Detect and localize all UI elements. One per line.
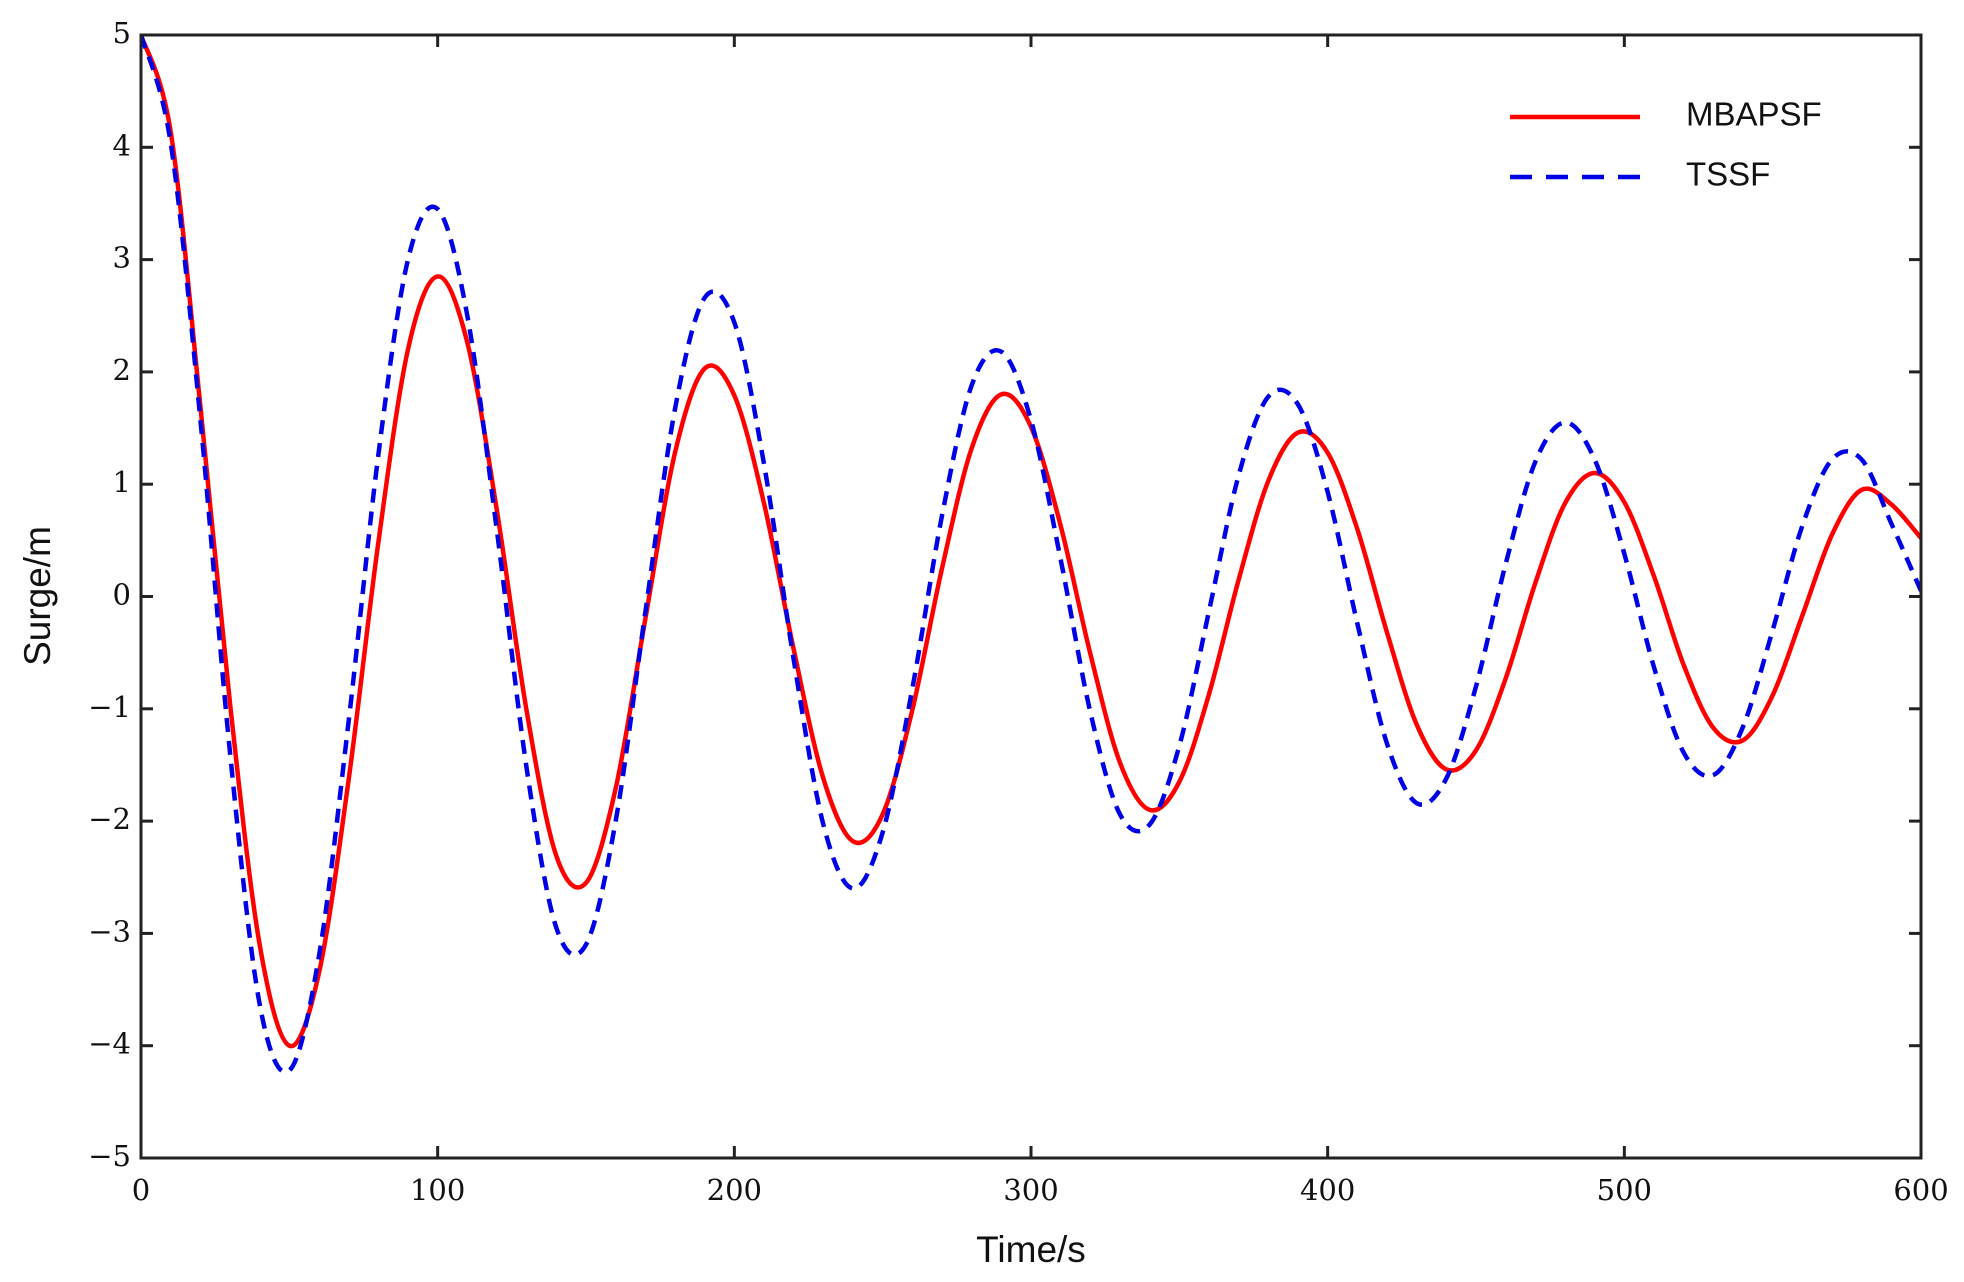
y-tick-label: −4 bbox=[88, 1027, 131, 1061]
x-tick-label: 0 bbox=[132, 1173, 150, 1207]
x-tick-label: 100 bbox=[410, 1173, 465, 1207]
y-tick-label: 3 bbox=[113, 241, 131, 275]
x-tick-label: 200 bbox=[707, 1173, 762, 1207]
series-line bbox=[141, 35, 1921, 1075]
x-tick-label: 500 bbox=[1597, 1173, 1652, 1207]
y-tick-label: 1 bbox=[113, 465, 131, 499]
y-tick-label: −2 bbox=[88, 802, 131, 836]
y-tick-label: −5 bbox=[88, 1139, 131, 1173]
y-axis-label: Surge/m bbox=[17, 526, 58, 666]
plot-frame bbox=[139, 33, 1923, 1160]
legend-label: TSSF bbox=[1686, 156, 1770, 193]
y-tick-label: −1 bbox=[88, 690, 131, 724]
y-tick-label: −3 bbox=[88, 914, 131, 948]
x-tick-label: 300 bbox=[1003, 1173, 1058, 1207]
legend-label: MBAPSF bbox=[1686, 96, 1822, 133]
y-tick-label: 2 bbox=[113, 353, 131, 387]
x-axis-label: Time/s bbox=[976, 1229, 1086, 1270]
y-tick-label: 5 bbox=[113, 16, 131, 50]
y-tick-label: 0 bbox=[113, 578, 131, 612]
x-tick-label: 600 bbox=[1893, 1173, 1948, 1207]
y-tick-label: 4 bbox=[113, 128, 131, 162]
series-line bbox=[141, 35, 1921, 1049]
x-tick-label: 400 bbox=[1300, 1173, 1355, 1207]
